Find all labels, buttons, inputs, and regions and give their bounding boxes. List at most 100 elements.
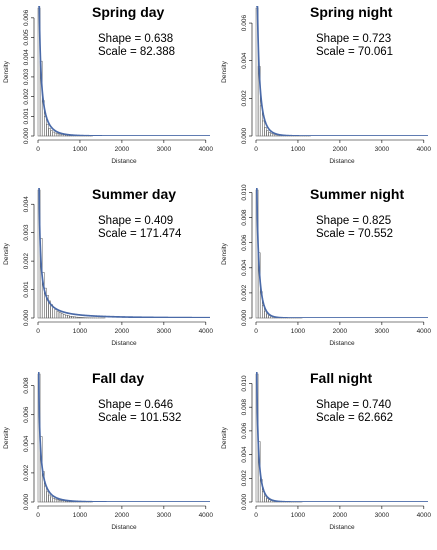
x-axis-title: Distance [329, 340, 355, 347]
histogram-bar [52, 497, 56, 503]
x-tick-label: 3000 [157, 512, 172, 519]
histogram-bar [60, 313, 64, 319]
y-tick-label: 0.002 [23, 464, 30, 481]
x-tick-label: 2000 [115, 328, 130, 335]
chart-panel: 0 1000 2000 3000 4000 Distance 0.000 0.002 0.004… [221, 370, 431, 531]
x-tick-label: 1000 [291, 512, 306, 519]
scale-parameter: Scale = 70.061 [316, 46, 393, 58]
y-tick-label: 0.006 [241, 15, 248, 32]
x-axis-title: Distance [111, 340, 137, 347]
y-axis-title: Density [3, 426, 10, 448]
weibull-fit-curve [38, 6, 210, 136]
x-tick-label: 0 [36, 512, 40, 519]
y-tick-label: 0.000 [23, 493, 30, 510]
x-tick-label: 2000 [333, 512, 348, 519]
histogram-bar [48, 128, 51, 137]
histogram-bar [56, 310, 60, 319]
y-axis: 0.000 0.002 0.004 0.006 0.008 [23, 377, 35, 510]
y-tick-label: 0.000 [241, 309, 248, 326]
scale-parameter: Scale = 70.552 [316, 228, 393, 240]
scale-parameter: Scale = 171.474 [98, 228, 182, 240]
x-tick-label: 2000 [115, 512, 130, 519]
x-tick-label: 3000 [375, 146, 390, 153]
y-tick-label: 0.003 [23, 68, 30, 85]
weibull-fit-curve [38, 188, 210, 318]
y-tick-label: 0.002 [23, 88, 30, 105]
histogram-bar [266, 130, 269, 137]
x-tick-label: 1000 [291, 328, 306, 335]
chart-panel: 0 1000 2000 3000 4000 Distance 0.000 0.002 0.004… [221, 4, 431, 165]
histogram-bar [46, 123, 49, 137]
x-tick-label: 3000 [375, 512, 390, 519]
histogram-bar [65, 314, 68, 319]
chart-panel: 0 1000 2000 3000 4000 Distance 0.000 0.001 0.002… [3, 4, 213, 165]
shape-parameter: Shape = 0.740 [316, 399, 391, 411]
y-tick-label: 0.002 [241, 470, 248, 487]
histogram-bar [268, 132, 271, 137]
y-tick-label: 0.004 [241, 446, 248, 463]
x-axis: 0 1000 2000 3000 4000 [36, 139, 213, 153]
histogram-bar [270, 133, 274, 137]
x-axis: 0 1000 2000 3000 4000 [254, 505, 431, 519]
x-tick-label: 3000 [375, 328, 390, 335]
histogram-bar [71, 316, 74, 319]
x-tick-label: 1000 [73, 512, 88, 519]
x-tick-label: 0 [254, 146, 258, 153]
y-tick-label: 0.004 [241, 259, 248, 276]
histogram-bar [44, 116, 47, 137]
x-tick-label: 4000 [199, 328, 214, 335]
shape-parameter: Shape = 0.409 [98, 215, 173, 227]
y-tick-label: 0.003 [23, 224, 30, 241]
chart-panel: 0 1000 2000 3000 4000 Distance 0.000 0.002 0.004… [3, 370, 214, 531]
y-axis: 0.000 0.001 0.002 0.003 0.004 [23, 196, 35, 326]
y-tick-label: 0.000 [23, 309, 30, 326]
scale-parameter: Scale = 62.662 [316, 412, 393, 424]
x-axis: 0 1000 2000 3000 4000 [36, 321, 214, 335]
x-tick-label: 0 [254, 512, 258, 519]
weibull-fit-curve [256, 188, 428, 318]
histogram-bar [264, 127, 267, 137]
x-tick-label: 0 [254, 328, 258, 335]
shape-parameter: Shape = 0.723 [316, 33, 391, 45]
y-tick-label: 0.005 [23, 29, 30, 46]
x-tick-label: 4000 [417, 328, 432, 335]
y-axis: 0.000 0.001 0.002 0.003 0.004 0.005 0.006 [23, 9, 35, 144]
y-tick-label: 0.008 [241, 209, 248, 226]
x-axis: 0 1000 2000 3000 4000 [36, 505, 214, 519]
histogram-bar [262, 120, 265, 137]
histogram-bar [272, 133, 276, 137]
histogram-bar [48, 494, 51, 503]
histogram-bar [75, 316, 79, 319]
x-tick-label: 4000 [199, 512, 214, 519]
histogram-bar [54, 132, 58, 137]
chart-panel: 0 1000 2000 3000 4000 Distance 0.000 0.002 0.004… [221, 184, 432, 347]
y-tick-label: 0.001 [23, 108, 30, 125]
x-tick-label: 3000 [157, 146, 172, 153]
x-tick-label: 3000 [157, 328, 172, 335]
histogram-bar [56, 499, 60, 503]
y-tick-label: 0.002 [241, 90, 248, 107]
y-tick-label: 0.002 [23, 253, 30, 270]
y-tick-label: 0.010 [241, 375, 248, 392]
histogram-bar [62, 314, 66, 319]
x-tick-label: 2000 [115, 146, 130, 153]
y-tick-label: 0.002 [241, 284, 248, 301]
panel-title: Spring day [92, 4, 165, 20]
x-axis-title: Distance [329, 158, 355, 165]
y-tick-label: 0.000 [241, 127, 248, 144]
histogram [37, 373, 93, 503]
x-axis: 0 1000 2000 3000 4000 [254, 321, 432, 335]
x-tick-label: 0 [36, 146, 40, 153]
histogram-bar [264, 495, 267, 503]
histogram-bar [77, 317, 81, 319]
scale-parameter: Scale = 82.388 [98, 46, 175, 58]
weibull-fit-curve [256, 6, 428, 136]
y-tick-label: 0.006 [241, 422, 248, 439]
shape-parameter: Shape = 0.825 [316, 215, 391, 227]
panel-title: Summer night [310, 186, 404, 202]
y-axis: 0.000 0.002 0.004 0.006 0.008 0.010 [241, 375, 253, 510]
y-tick-label: 0.010 [241, 184, 248, 201]
weibull-fit-curve [256, 372, 428, 502]
y-tick-label: 0.004 [23, 196, 30, 213]
x-axis-title: Distance [329, 524, 355, 531]
